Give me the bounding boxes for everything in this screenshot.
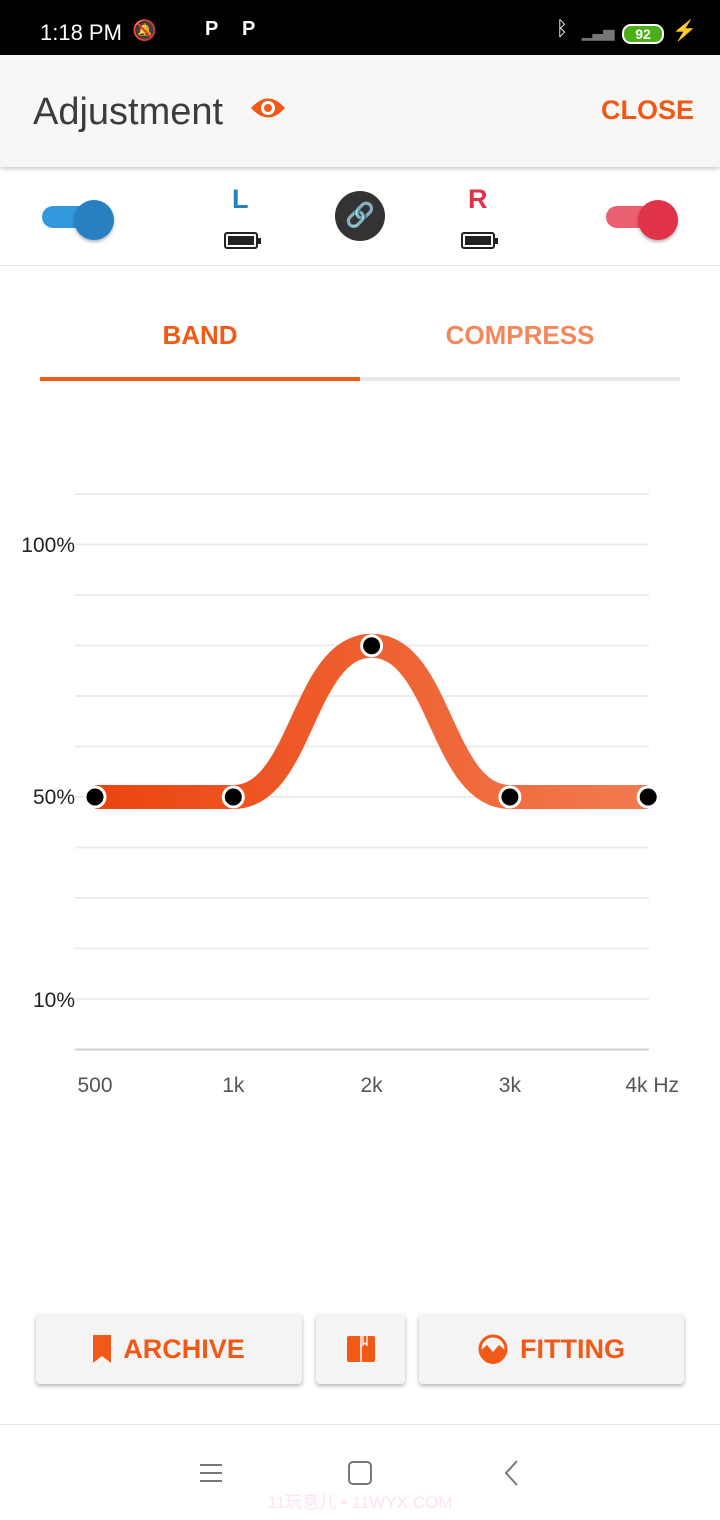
archive-button[interactable]: ARCHIVE	[36, 1314, 302, 1384]
link-icon[interactable]: 🔗	[335, 191, 385, 241]
data-point	[498, 785, 522, 809]
x-tick-label: 500	[77, 1074, 112, 1097]
fitting-label: FITTING	[520, 1333, 625, 1364]
status-bar: 1:18 PM 🔕 P P ᛒ ▁▃▅ 92 ⚡	[0, 0, 720, 55]
right-battery-icon	[461, 232, 498, 249]
data-point	[221, 785, 245, 809]
x-tick-label: 1k	[222, 1074, 245, 1097]
band-chart[interactable]: 100% 50% 10% 500 1k 2k 3k 4k Hz	[0, 440, 720, 1120]
archive-label: ARCHIVE	[123, 1333, 245, 1364]
x-tick-label: 4k Hz	[625, 1074, 679, 1097]
back-icon[interactable]	[502, 1459, 520, 1487]
page-title: Adjustment	[33, 91, 224, 133]
y-tick-label: 10%	[33, 989, 75, 1012]
status-time: 1:18 PM	[40, 20, 122, 45]
bookmark-icon	[93, 1335, 112, 1363]
app-p-icon: P	[242, 18, 256, 40]
close-button[interactable]: CLOSE	[600, 95, 694, 125]
curve-line	[95, 633, 649, 809]
device-row: L 🔗 R	[0, 168, 720, 266]
home-icon[interactable]	[347, 1460, 373, 1486]
navigation-bar	[0, 1424, 720, 1520]
data-point	[360, 634, 384, 658]
data-point	[83, 785, 107, 809]
battery-icon: 92	[622, 24, 664, 44]
app-p-icon: P	[205, 18, 219, 40]
fitting-icon	[478, 1334, 508, 1364]
y-tick-label: 100%	[21, 534, 75, 557]
left-toggle[interactable]	[42, 200, 114, 240]
fitting-button[interactable]: FITTING	[419, 1314, 684, 1384]
left-label: L	[232, 184, 249, 214]
tab-indicator	[40, 377, 680, 381]
x-tick-label: 2k	[361, 1074, 384, 1097]
app-bar: Adjustment CLOSE	[0, 55, 720, 167]
left-battery-icon	[224, 232, 261, 249]
eye-icon[interactable]	[250, 95, 286, 121]
tab-compress[interactable]: COMPRESS	[445, 320, 595, 350]
tab-band[interactable]: BAND	[162, 320, 238, 350]
menu-icon[interactable]	[199, 1463, 223, 1483]
signal-icon: ▁▃▅	[582, 24, 615, 40]
y-tick-label: 50%	[33, 786, 75, 809]
right-toggle[interactable]	[606, 200, 678, 240]
book-button[interactable]	[316, 1314, 405, 1384]
data-point	[636, 785, 660, 809]
charging-icon: ⚡	[672, 20, 697, 42]
mute-icon: 🔕	[132, 20, 157, 42]
right-label: R	[468, 184, 488, 214]
watermark: 11玩意儿 • 11WYX.COM	[267, 1493, 453, 1512]
book-icon	[346, 1336, 375, 1362]
bluetooth-icon: ᛒ	[556, 18, 568, 40]
x-tick-label: 3k	[499, 1074, 522, 1097]
